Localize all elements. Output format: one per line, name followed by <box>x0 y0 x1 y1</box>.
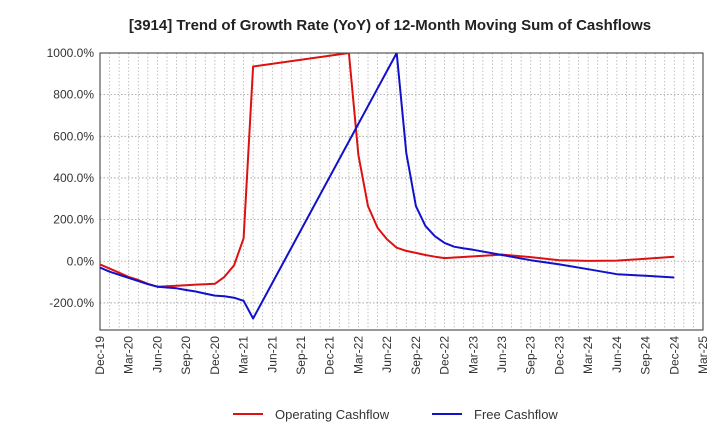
x-tick-label: Jun-24 <box>610 336 624 373</box>
x-tick-label: Dec-19 <box>93 336 107 375</box>
chart-title: [3914] Trend of Growth Rate (YoY) of 12-… <box>129 17 651 34</box>
x-tick-label: Mar-21 <box>237 336 251 374</box>
y-tick-label: 200.0% <box>53 213 94 227</box>
x-tick-label: Mar-25 <box>696 336 710 374</box>
y-tick-label: 600.0% <box>53 129 94 143</box>
series-lines <box>100 53 675 320</box>
x-tick-label: Sep-22 <box>409 336 423 375</box>
grid-lines <box>100 52 703 330</box>
x-axis-tick-labels: Dec-19 Mar-20 Jun-20 Sep-20 Dec-20 Mar-21 Jun-… <box>93 336 710 375</box>
x-tick-label: Mar-24 <box>581 336 595 374</box>
x-tick-label: Sep-20 <box>179 336 193 375</box>
y-tick-label: 0.0% <box>67 254 95 268</box>
x-tick-label: Mar-23 <box>466 336 480 374</box>
y-tick-label: 400.0% <box>53 171 94 185</box>
x-tick-label: Dec-22 <box>438 336 452 375</box>
y-tick-label: 1000.0% <box>47 46 95 60</box>
legend-label: Free Cashflow <box>474 407 558 422</box>
x-tick-label: Jun-23 <box>495 336 509 373</box>
plot-area-frame <box>99 52 704 331</box>
x-tick-label: Dec-24 <box>667 336 681 375</box>
x-tick-label: Mar-22 <box>351 336 365 374</box>
series-line-free-cashflow <box>100 53 675 320</box>
y-tick-label: 800.0% <box>53 88 94 102</box>
x-tick-label: Jun-21 <box>265 336 279 373</box>
x-tick-label: Sep-21 <box>294 336 308 375</box>
legend: Operating Cashflow Free Cashflow <box>233 407 558 422</box>
x-tick-label: Jun-20 <box>150 336 164 373</box>
x-tick-label: Dec-21 <box>323 336 337 375</box>
x-tick-label: Jun-22 <box>380 336 394 373</box>
y-tick-label: -200.0% <box>49 296 94 310</box>
y-axis-tick-labels: 1000.0% 800.0% 600.0% 400.0% 200.0% 0.0% -200.… <box>47 46 95 310</box>
x-tick-label: Sep-24 <box>639 336 653 375</box>
x-tick-label: Dec-23 <box>552 336 566 375</box>
legend-label: Operating Cashflow <box>275 407 390 422</box>
x-tick-label: Mar-20 <box>122 336 136 374</box>
x-tick-label: Dec-20 <box>208 336 222 375</box>
x-tick-label: Sep-23 <box>524 336 538 375</box>
